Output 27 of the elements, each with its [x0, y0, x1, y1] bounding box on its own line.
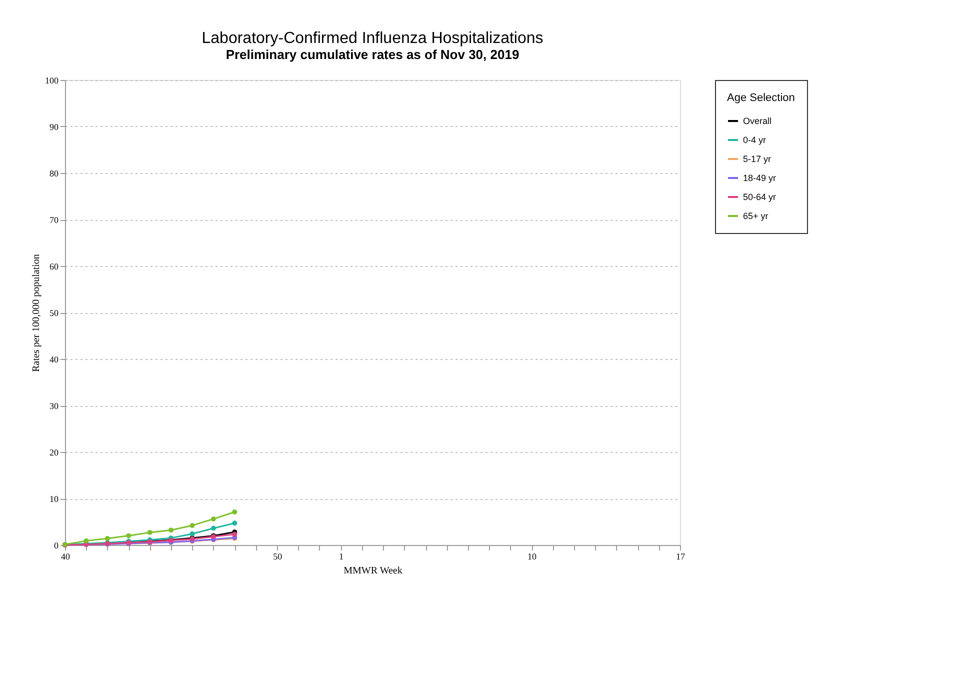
chart-title: Laboratory-Confirmed Influenza Hospitalizations [202, 30, 544, 47]
y-tick-label: 90 [50, 122, 59, 132]
y-tick-label: 20 [50, 448, 59, 458]
y-tick-label: 50 [50, 308, 59, 318]
legend-label: 0-4 yr [743, 135, 766, 145]
legend-title: Age Selection [727, 92, 795, 104]
chart-subtitle: Preliminary cumulative rates as of Nov 30, 2019 [226, 47, 520, 62]
y-tick-label: 30 [50, 401, 59, 411]
legend-label: 5-17 yr [743, 154, 772, 164]
y-axis-title: Rates per 100,000 population [31, 254, 42, 372]
legend-label: 65+ yr [743, 211, 768, 221]
y-tick-label: 10 [50, 494, 59, 504]
y-tick-label: 60 [50, 262, 59, 272]
x-tick-label: 10 [528, 552, 538, 562]
legend-label: Overall [743, 116, 772, 126]
y-tick-label: 80 [50, 168, 59, 178]
x-tick-label: 50 [273, 552, 283, 562]
x-tick-label: 40 [61, 552, 70, 562]
legend-label: 18-49 yr [743, 173, 776, 183]
y-tick-label: 100 [45, 76, 59, 86]
x-tick-label: 1 [338, 552, 344, 562]
legend-label: 50-64 yr [743, 192, 776, 202]
x-axis-title: MMWR Week [344, 566, 402, 576]
y-tick-label: 0 [54, 540, 59, 550]
y-tick-label: 70 [50, 215, 59, 225]
x-tick-label: 17 [676, 552, 686, 562]
y-tick-label: 40 [50, 354, 59, 364]
